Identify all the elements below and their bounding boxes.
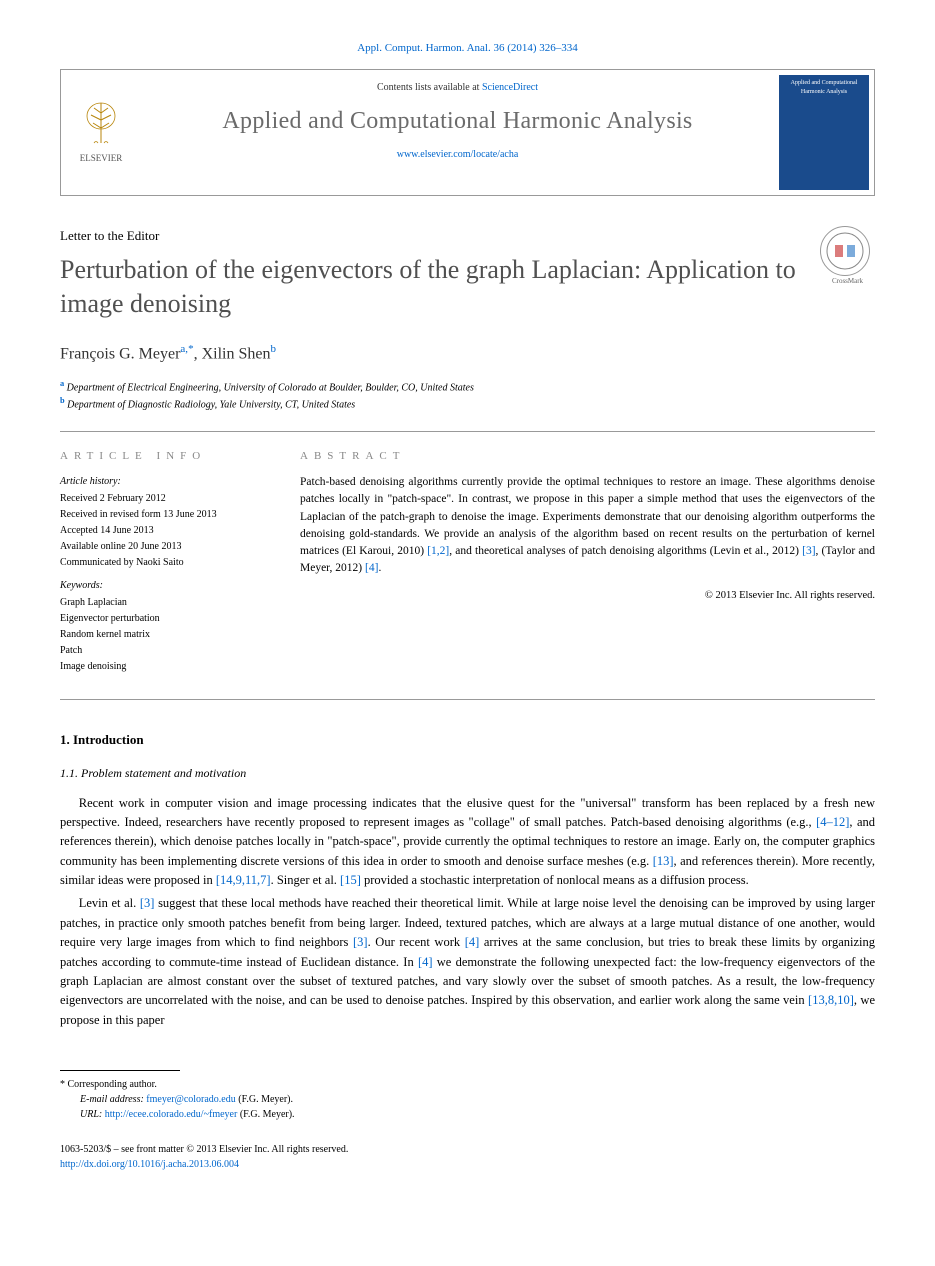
section-1-heading: 1. Introduction (60, 730, 875, 750)
url-label: URL: (80, 1109, 105, 1120)
accepted-date: Accepted 14 June 2013 (60, 523, 260, 538)
url-suffix: (F.G. Meyer). (237, 1109, 294, 1120)
divider (60, 431, 875, 432)
abstract-ref-3[interactable]: [4] (365, 562, 378, 574)
elsevier-label: ELSEVIER (80, 152, 123, 166)
elsevier-tree-icon (76, 98, 126, 148)
author-1-affil-sup: a, (180, 343, 188, 355)
keyword-3: Random kernel matrix (60, 627, 260, 642)
affil-a-text: Department of Electrical Engineering, Un… (64, 382, 474, 393)
issn-copyright: 1063-5203/$ – see front matter © 2013 El… (60, 1142, 875, 1157)
body-p2-ref1[interactable]: [3] (140, 896, 155, 910)
article-title: Perturbation of the eigenvectors of the … (60, 253, 875, 321)
keyword-1: Graph Laplacian (60, 595, 260, 610)
author-2-affil-sup: b (270, 343, 276, 355)
author-1-name[interactable]: François G. Meyer (60, 345, 180, 362)
email-label: E-mail address: (80, 1094, 146, 1105)
body-p1-ref3[interactable]: [14,9,11,7] (216, 873, 271, 887)
journal-url[interactable]: www.elsevier.com/locate/acha (151, 147, 764, 162)
body-p2-ref3[interactable]: [4] (465, 935, 480, 949)
footer-divider (60, 1070, 180, 1071)
sciencedirect-link[interactable]: ScienceDirect (482, 82, 538, 93)
crossmark-badge[interactable]: CrossMark (820, 226, 875, 287)
article-info-column: ARTICLE INFO Article history: Received 2… (60, 448, 260, 676)
subsection-11-heading: 1.1. Problem statement and motivation (60, 764, 875, 782)
keywords-label: Keywords: (60, 578, 260, 593)
crossmark-label: CrossMark (820, 276, 875, 287)
abstract-copyright: © 2013 Elsevier Inc. All rights reserved… (300, 588, 875, 604)
author-2-name[interactable]: , Xilin Shen (194, 345, 271, 362)
footer-notes: * Corresponding author. E-mail address: … (60, 1077, 875, 1122)
header-middle: Contents lists available at ScienceDirec… (141, 70, 774, 195)
keyword-5: Image denoising (60, 659, 260, 674)
corresponding-url[interactable]: http://ecee.colorado.edu/~fmeyer (105, 1109, 238, 1120)
communicated-by: Communicated by Naoki Saito (60, 555, 260, 570)
article-type: Letter to the Editor (60, 226, 875, 246)
body-paragraph-2: Levin et al. [3] suggest that these loca… (60, 894, 875, 1030)
abstract-column: ABSTRACT Patch-based denoising algorithm… (300, 448, 875, 676)
abstract-part-4: . (378, 562, 381, 574)
keyword-4: Patch (60, 643, 260, 658)
abstract-ref-2[interactable]: [3] (802, 545, 815, 557)
corresponding-email[interactable]: fmeyer@colorado.edu (146, 1094, 235, 1105)
crossmark-icon (825, 231, 865, 271)
divider (60, 699, 875, 700)
abstract-part-2: , and theoretical analyses of patch deno… (449, 545, 802, 557)
elsevier-logo[interactable]: ELSEVIER (61, 70, 141, 195)
cover-text: Applied and Computational Harmonic Analy… (779, 75, 869, 101)
journal-header: ELSEVIER Contents lists available at Sci… (60, 69, 875, 196)
online-date: Available online 20 June 2013 (60, 539, 260, 554)
contents-available: Contents lists available at ScienceDirec… (151, 80, 764, 95)
keyword-2: Eigenvector perturbation (60, 611, 260, 626)
abstract-text: Patch-based denoising algorithms current… (300, 474, 875, 578)
body-p1-d: . Singer et al. (271, 873, 340, 887)
body-p1-a: Recent work in computer vision and image… (60, 796, 875, 829)
affil-b-text: Department of Diagnostic Radiology, Yale… (65, 400, 356, 411)
authors-line: François G. Meyera,*, Xilin Shenb (60, 341, 875, 366)
contents-prefix: Contents lists available at (377, 82, 482, 93)
doi-link[interactable]: http://dx.doi.org/10.1016/j.acha.2013.06… (60, 1159, 239, 1170)
bottom-bar: 1063-5203/$ – see front matter © 2013 El… (60, 1142, 875, 1172)
body-p2-a: Levin et al. (79, 896, 140, 910)
history-label: Article history: (60, 474, 260, 489)
body-paragraph-1: Recent work in computer vision and image… (60, 794, 875, 891)
article-info-heading: ARTICLE INFO (60, 448, 260, 465)
revised-date: Received in revised form 13 June 2013 (60, 507, 260, 522)
body-p2-ref2[interactable]: [3] (353, 935, 368, 949)
received-date: Received 2 February 2012 (60, 491, 260, 506)
body-p2-ref5[interactable]: [13,8,10] (808, 993, 854, 1007)
body-p1-e: provided a stochastic interpretation of … (361, 873, 749, 887)
body-p1-ref4[interactable]: [15] (340, 873, 361, 887)
email-suffix: (F.G. Meyer). (236, 1094, 293, 1105)
body-p1-ref1[interactable]: [4–12] (816, 815, 849, 829)
body-p2-ref4[interactable]: [4] (418, 955, 433, 969)
body-p1-ref2[interactable]: [13] (653, 854, 674, 868)
info-abstract-row: ARTICLE INFO Article history: Received 2… (60, 448, 875, 676)
top-citation[interactable]: Appl. Comput. Harmon. Anal. 36 (2014) 32… (60, 40, 875, 57)
body-p2-c: . Our recent work (368, 935, 465, 949)
journal-name: Applied and Computational Harmonic Analy… (151, 103, 764, 139)
corresponding-author-label: * Corresponding author. (60, 1077, 875, 1092)
affiliations: a Department of Electrical Engineering, … (60, 378, 875, 413)
abstract-ref-1[interactable]: [1,2] (427, 545, 449, 557)
abstract-heading: ABSTRACT (300, 448, 875, 465)
journal-cover-thumbnail[interactable]: Applied and Computational Harmonic Analy… (779, 75, 869, 190)
